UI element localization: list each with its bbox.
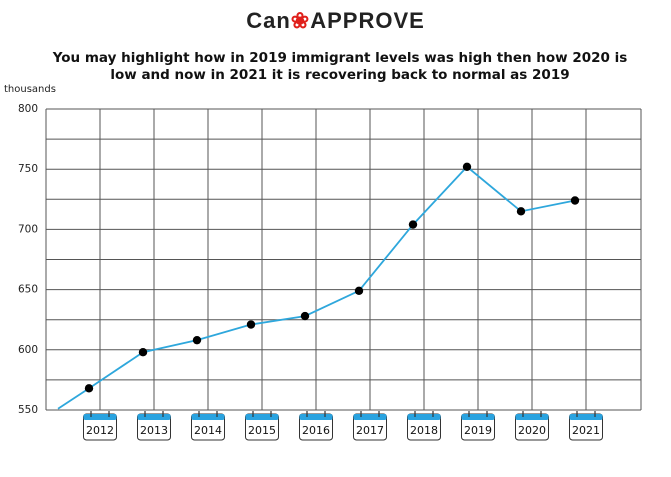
x-tick-text: 2021 bbox=[572, 424, 600, 437]
x-tick-label: 2020 bbox=[515, 411, 549, 441]
x-tick-label: 2019 bbox=[461, 411, 495, 441]
calendar-header bbox=[407, 414, 441, 420]
x-tick-text: 2019 bbox=[464, 424, 492, 437]
data-point bbox=[462, 162, 472, 171]
calendar-header bbox=[515, 414, 549, 420]
logo-text-approve: Approve bbox=[310, 8, 425, 33]
calendar-header bbox=[191, 414, 225, 420]
calendar-header bbox=[137, 414, 171, 420]
calendar-header bbox=[353, 414, 387, 420]
data-point bbox=[516, 207, 526, 216]
data-point bbox=[84, 384, 94, 393]
maple-leaf-icon: ❀ bbox=[290, 8, 311, 33]
x-tick-text: 2012 bbox=[86, 424, 114, 437]
canapprove-logo: Can❀Approve bbox=[0, 8, 671, 34]
data-point bbox=[138, 348, 148, 357]
y-tick-label: 550 bbox=[18, 404, 38, 416]
calendar-header bbox=[83, 414, 117, 420]
x-tick-label: 2018 bbox=[407, 411, 441, 441]
x-tick-text: 2016 bbox=[302, 424, 330, 437]
x-tick-text: 2013 bbox=[140, 424, 168, 437]
data-point bbox=[408, 220, 418, 229]
x-tick-text: 2017 bbox=[356, 424, 384, 437]
y-tick-label: 600 bbox=[18, 344, 38, 356]
calendar-header bbox=[299, 414, 333, 420]
calendar-header bbox=[245, 414, 279, 420]
y-tick-label: 800 bbox=[18, 103, 38, 115]
logo-text-can: Can bbox=[246, 8, 291, 33]
chart-title: You may highlight how in 2019 immigrant … bbox=[52, 50, 628, 83]
y-tick-label: 650 bbox=[18, 284, 38, 296]
data-point bbox=[246, 320, 256, 329]
x-tick-label: 2014 bbox=[191, 411, 225, 441]
x-tick-label: 2015 bbox=[245, 411, 279, 441]
x-tick-label: 2017 bbox=[353, 411, 387, 441]
x-tick-text: 2020 bbox=[518, 424, 546, 437]
x-tick-label: 2021 bbox=[569, 411, 603, 441]
x-tick-label: 2013 bbox=[137, 411, 171, 441]
data-point bbox=[570, 196, 580, 205]
data-point bbox=[354, 286, 364, 296]
x-tick-text: 2015 bbox=[248, 424, 276, 437]
x-tick-label: 2012 bbox=[83, 411, 117, 441]
y-axis-label: thousands bbox=[4, 84, 56, 95]
calendar-header bbox=[461, 414, 495, 420]
x-tick-label: 2016 bbox=[299, 411, 333, 441]
x-tick-text: 2014 bbox=[194, 424, 222, 437]
x-tick-text: 2018 bbox=[410, 424, 438, 437]
data-point bbox=[300, 311, 310, 321]
y-tick-label: 750 bbox=[18, 163, 38, 175]
y-tick-label: 700 bbox=[18, 223, 38, 235]
calendar-header bbox=[569, 414, 603, 420]
data-point bbox=[192, 335, 202, 345]
